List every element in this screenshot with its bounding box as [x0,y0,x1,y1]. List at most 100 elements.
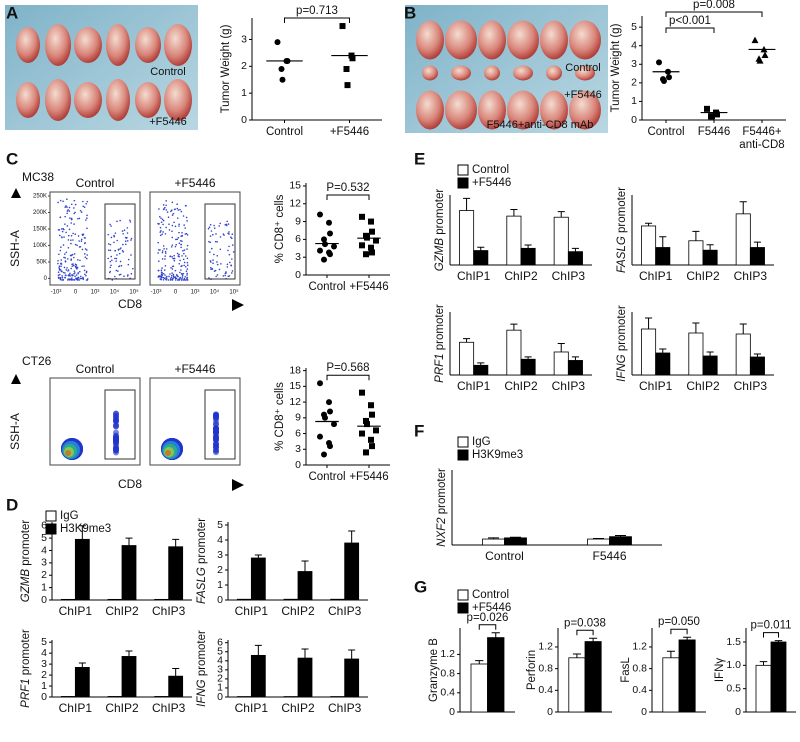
flow-event [178,223,180,226]
flow-event [111,259,113,262]
bar [609,536,632,546]
x-tick-label: Control [308,471,345,483]
flow-event [161,267,163,269]
flow-event [186,248,188,250]
tumor [416,90,444,130]
bar [487,637,505,713]
flow-event [220,263,222,265]
y-tick-label: 1 [41,680,47,692]
point [339,23,346,30]
flow-event [178,253,180,256]
point [666,74,672,81]
legend-swatch [457,602,469,614]
flow-event [74,243,77,246]
point [661,78,667,84]
flow-event [162,219,165,222]
flow-event [184,276,187,278]
y-label: % CD8⁺ cells [274,382,286,451]
flow-event [57,262,59,265]
point [368,244,374,251]
flow-event [74,233,77,236]
flow-y-tick: 150K [33,227,47,233]
error-bar [510,208,518,217]
flow-event [173,221,175,224]
bar [459,341,475,376]
point [321,256,327,263]
flow-event [169,279,172,281]
flow-event [127,274,129,276]
flow-x-label: CD8 [118,477,142,491]
flow-event [64,206,67,208]
flow-event [164,255,167,257]
flow-event [67,270,69,272]
x-tick-label: ChIP2 [686,269,720,283]
y-tick-label: 1 [241,87,247,99]
flow-event [208,277,210,279]
flow-event [71,263,73,266]
flow-density [213,447,219,454]
flow-event [113,235,116,238]
legend-swatch [457,436,469,448]
flow-event [130,239,132,241]
flow-event [173,259,176,262]
flow-event [216,274,219,276]
x-tick-label: ChIP2 [686,379,720,393]
bar [567,360,583,376]
flow-event [171,265,174,268]
y-tick-label: 1.2 [632,641,647,653]
y-tick-label: 0 [241,114,247,126]
flow-event [186,272,188,275]
flow-event [110,236,113,239]
y-tick-label: 4 [41,647,47,659]
y-tick-label: 3 [217,549,223,561]
point [317,211,323,218]
flow-event [218,225,220,227]
bar [60,598,76,601]
flow-event [166,211,169,213]
flow-event [59,278,62,281]
flow-density [113,435,119,442]
tumor [16,27,40,63]
y-tick-label: 1.2 [440,648,455,660]
flow-event [165,226,167,229]
flow-event [164,252,167,254]
flow-event [186,234,189,236]
x-tick-label: ChIP3 [734,269,768,283]
error-bar [774,640,783,642]
flow-event [157,241,160,244]
tumor [135,82,161,118]
x-tick-label: ChIP2 [105,701,139,715]
arrow [232,299,244,311]
legend-label: +F5446 [472,177,511,189]
flow-event [84,273,86,276]
error-bar [491,632,500,638]
tumor [106,24,130,66]
x-tick-label: +F5446 [349,281,388,293]
flow-event [114,232,117,234]
photo-label: +F5446 [564,89,602,101]
y-label: Perforin [526,650,538,690]
flow-event [171,255,173,258]
y-tick-label: 4 [217,534,223,546]
legend-swatch [457,177,469,189]
bar [168,675,184,698]
flow-event [83,269,86,272]
flow-title: Control [76,362,115,376]
flow-event [169,273,171,275]
error-bar [254,644,262,656]
flow-event [62,244,65,246]
bar [655,247,671,266]
error-bar [557,343,565,352]
y-tick-label: 0 [547,706,553,718]
y-label: Tumor Weight (g) [220,24,232,113]
y-tick-label: 1.2 [538,641,553,653]
bar [236,598,252,601]
flow-event [213,227,216,229]
flow-event [165,209,168,211]
flow-event [73,256,75,259]
x-tick-label: ChIP1 [59,604,93,618]
y-label: NXF2 promoter [436,468,448,547]
bracket [326,194,370,200]
point [359,242,365,249]
flow-density [113,410,119,417]
